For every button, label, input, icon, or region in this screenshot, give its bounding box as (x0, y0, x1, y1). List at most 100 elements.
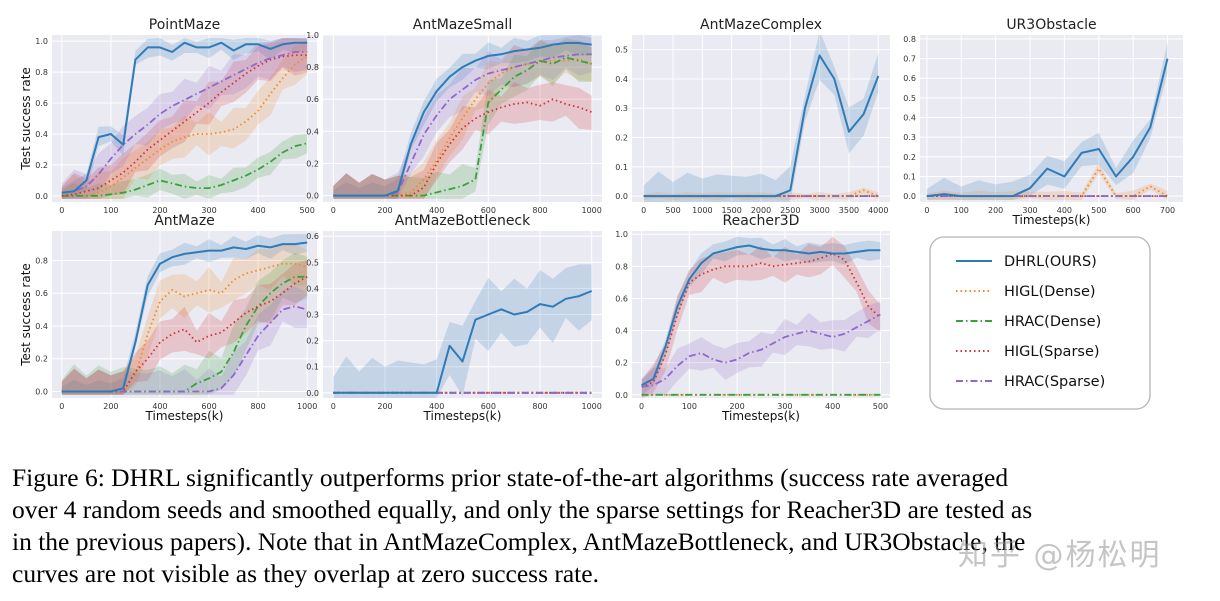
chart-title: AntMazeSmall (413, 17, 512, 33)
x-tick-label: 200 (377, 402, 392, 411)
confidence-band-higl_sparse (61, 38, 308, 199)
y-axis-label: Test success rate (19, 263, 33, 367)
x-tick-label: 800 (532, 206, 547, 215)
legend-label-hrac_dense: HRAC(Dense) (1004, 314, 1101, 330)
confidence-band-higl_dense (61, 243, 308, 395)
x-tick-label: 1000 (297, 402, 317, 411)
y-tick-label: 0.0 (306, 389, 319, 398)
series-line-hrac_sparse (641, 313, 881, 388)
x-tick-label: 600 (1126, 206, 1141, 215)
x-tick-label: 300 (777, 402, 792, 411)
x-tick-label: 100 (954, 206, 969, 215)
series-group (61, 38, 308, 199)
x-tick-label: 400 (152, 402, 167, 411)
series-line-dhrl (61, 241, 308, 393)
confidence-band-higl_sparse (333, 81, 592, 199)
y-tick-label: 0.2 (903, 153, 916, 162)
y-tick-label: 0.5 (615, 46, 628, 55)
y-tick-label: 0.4 (306, 127, 319, 136)
x-tick-label: 1000 (581, 402, 601, 411)
y-tick-label: 0.8 (615, 262, 628, 271)
x-axis-label: Timesteps(k) (1012, 213, 1091, 227)
plot-area (920, 35, 1183, 202)
series-line-hrac_sparse (61, 51, 308, 194)
series-group (61, 234, 308, 395)
x-tick-label: 2500 (780, 206, 800, 215)
y-axis-label: Test success rate (19, 67, 33, 171)
confidence-band-hrac_dense (61, 133, 308, 199)
x-tick-label: 3500 (839, 206, 859, 215)
x-axis-label: Timesteps(k) (423, 409, 502, 423)
x-tick-label: 2000 (751, 206, 771, 215)
x-tick-label: 600 (481, 402, 496, 411)
x-tick-label: 0 (59, 206, 64, 215)
y-tick-label: 0.4 (35, 130, 48, 139)
y-tick-label: 0.1 (615, 163, 628, 172)
x-tick-label: 400 (250, 206, 265, 215)
x-tick-label: 0 (641, 206, 646, 215)
x-tick-label: 500 (300, 206, 315, 215)
series-group (333, 35, 593, 199)
confidence-band-higl_dense (926, 163, 1168, 200)
x-tick-label: 500 (665, 206, 680, 215)
y-tick-label: 0.4 (615, 75, 628, 84)
series-group (926, 42, 1169, 200)
series-group (643, 35, 880, 202)
y-tick-label: 0.0 (903, 192, 916, 201)
y-tick-label: 0.8 (306, 63, 319, 72)
series-line-dhrl (926, 58, 1169, 198)
y-tick-label: 0.2 (35, 355, 48, 364)
confidence-band-dhrl (643, 35, 879, 202)
legend-box (929, 236, 1151, 410)
caption-line-4: curves are not visible as they overlap a… (12, 559, 599, 588)
confidence-band-hrac_sparse (333, 35, 592, 199)
x-tick-label: 400 (429, 402, 444, 411)
y-tick-label: 0.0 (615, 192, 628, 201)
x-tick-label: 500 (1091, 206, 1106, 215)
x-tick-label: 600 (201, 402, 216, 411)
caption-line-3: in the previous papers). Note that in An… (12, 527, 1026, 556)
x-tick-label: 0 (59, 402, 64, 411)
y-tick-label: 1.0 (35, 37, 48, 46)
confidence-band-higl_sparse (61, 260, 308, 395)
y-tick-label: 0.4 (615, 327, 628, 336)
series-line-dhrl (61, 41, 308, 194)
confidence-band-dhrl (926, 42, 1168, 200)
y-tick-label: 0.6 (306, 95, 319, 104)
x-tick-label: 700 (1160, 206, 1175, 215)
series-line-dhrl (333, 42, 592, 197)
series-line-dhrl (333, 290, 593, 394)
figure-caption: Figure 6: DHRL significantly outperforms… (12, 462, 1212, 590)
y-tick-label: 0.8 (35, 68, 48, 77)
chart-title: AntMazeBottleneck (395, 213, 531, 229)
x-tick-label: 0 (924, 206, 929, 215)
y-tick-label: 0.2 (306, 159, 319, 168)
y-tick-label: 0.6 (35, 289, 48, 298)
y-tick-label: 0.2 (306, 337, 319, 346)
y-tick-label: 0.1 (306, 363, 319, 372)
confidence-band-dhrl (333, 264, 592, 398)
y-tick-label: 0.4 (903, 114, 916, 123)
figure-6: 0 100 200 300 400 500 0.0 0.2 0.4 0.6 0.8 1.0 PointM… (19, 17, 1183, 423)
y-tick-label: 0.2 (35, 161, 48, 170)
x-tick-label: 3000 (809, 206, 829, 215)
y-tick-label: 0.3 (903, 133, 916, 142)
x-axis-label: Timesteps(k) (145, 409, 224, 423)
series-line-higl_sparse (333, 98, 593, 197)
x-tick-label: 300 (201, 206, 216, 215)
confidence-band-higl_dense (61, 40, 308, 199)
x-tick-label: 400 (429, 206, 444, 215)
y-tick-label: 0.0 (35, 192, 48, 201)
legend: DHRL(OURS) HIGL(Dense) HRAC(Dense) HIGL(Spa… (929, 236, 1151, 410)
series-line-higl_sparse (641, 252, 882, 388)
y-tick-label: 0.6 (35, 99, 48, 108)
series-group (641, 236, 882, 398)
confidence-band-hrac_sparse (61, 38, 308, 199)
confidence-band-hrac_dense (333, 38, 592, 199)
legend-label-higl_sparse: HIGL(Sparse) (1004, 344, 1100, 360)
chart-panel-4: 0 100 200 300 400 500 600 700 0.0 0.1 0.2 0.3 0.4 0.5… (903, 17, 1183, 227)
y-tick-label: 0.3 (306, 311, 319, 320)
y-tick-label: 0.5 (903, 94, 916, 103)
series-line-dhrl (643, 54, 880, 198)
y-tick-label: 0.2 (615, 134, 628, 143)
